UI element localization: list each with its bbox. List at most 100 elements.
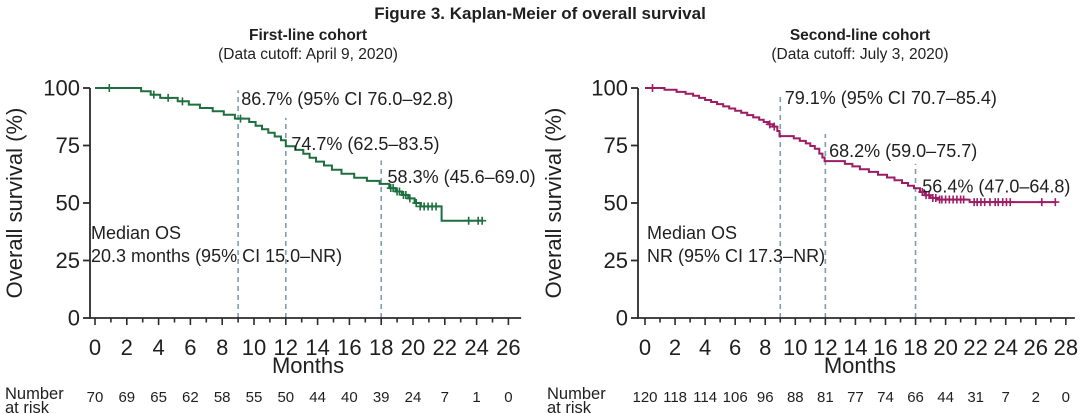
x-axis-label: Months bbox=[824, 353, 896, 378]
x-tick-label: 20 bbox=[401, 335, 425, 360]
y-tick-label: 50 bbox=[604, 191, 628, 216]
dashed-reference-lines bbox=[779, 96, 917, 318]
risk-count: 0 bbox=[1062, 389, 1070, 406]
x-axis-label: Months bbox=[272, 353, 344, 378]
panel-subtitle: (Data cutoff: July 3, 2020) bbox=[771, 46, 949, 63]
risk-count: 81 bbox=[817, 389, 834, 406]
censor-marks bbox=[105, 84, 487, 225]
risk-table-label: at risk bbox=[5, 399, 50, 414]
timepoint-annotations: 79.1% (95% CI 70.7–85.4) 68.2% (59.0–75.7… bbox=[785, 88, 1071, 197]
risk-count: 120 bbox=[632, 389, 657, 406]
x-tick-label: 14 bbox=[843, 335, 867, 360]
survival-annotation: 68.2% (59.0–75.7) bbox=[829, 141, 977, 161]
x-tick-label: 12 bbox=[813, 335, 837, 360]
y-tick-label: 0 bbox=[616, 306, 628, 331]
risk-count: 96 bbox=[757, 389, 774, 406]
x-tick-label: 0 bbox=[639, 335, 651, 360]
panel-title: Second-line cohort bbox=[789, 27, 931, 44]
risk-count: 7 bbox=[441, 389, 449, 406]
x-tick-label: 10 bbox=[242, 335, 266, 360]
panel-first-line-cohort: First-line cohort (Data cutoff: April 9,… bbox=[0, 24, 540, 414]
y-tick-label: 75 bbox=[604, 133, 628, 158]
x-tick-label: 24 bbox=[464, 335, 488, 360]
survival-annotation: 79.1% (95% CI 70.7–85.4) bbox=[785, 88, 997, 108]
x-tick-label: 26 bbox=[496, 335, 520, 360]
y-axis-label: Overall survival (%) bbox=[541, 108, 566, 299]
risk-count: 2 bbox=[1032, 389, 1040, 406]
censor-marks bbox=[648, 84, 1060, 207]
x-tick-label: 18 bbox=[369, 335, 393, 360]
y-tick-label: 100 bbox=[43, 76, 80, 101]
axis-labels: Overall survival (%) Months bbox=[2, 108, 344, 378]
survival-annotation: 86.7% (95% CI 76.0–92.8) bbox=[241, 89, 453, 109]
risk-count: 55 bbox=[246, 389, 263, 406]
x-tick-label: 18 bbox=[903, 335, 927, 360]
risk-count: 1 bbox=[472, 389, 480, 406]
risk-count: 106 bbox=[723, 389, 748, 406]
x-tick-label: 28 bbox=[1054, 335, 1078, 360]
risk-count: 50 bbox=[277, 389, 294, 406]
risk-count: 31 bbox=[967, 389, 984, 406]
risk-count: 62 bbox=[182, 389, 199, 406]
survival-annotation: 74.7% (62.5–83.5) bbox=[291, 134, 439, 154]
median-os-line: Median OS bbox=[91, 223, 181, 243]
x-tick-label: 22 bbox=[433, 335, 457, 360]
risk-table-label: at risk bbox=[547, 399, 592, 414]
risk-table-label: Number bbox=[5, 385, 64, 403]
y-tick-label: 50 bbox=[56, 191, 80, 216]
timepoint-annotations: 86.7% (95% CI 76.0–92.8) 74.7% (62.5–83.5… bbox=[241, 89, 535, 187]
x-tick-label: 22 bbox=[963, 335, 987, 360]
x-tick-label: 20 bbox=[933, 335, 957, 360]
risk-count: 58 bbox=[214, 389, 231, 406]
y-tick-label: 75 bbox=[56, 133, 80, 158]
dashed-reference-lines bbox=[237, 90, 383, 318]
risk-count: 77 bbox=[847, 389, 864, 406]
median-os-label: Median OS NR (95% CI 17.3–NR) bbox=[647, 223, 825, 266]
median-os-label: Median OS 20.3 months (95% CI 15.0–NR) bbox=[91, 223, 342, 266]
survival-annotation: 56.4% (47.0–64.8) bbox=[922, 177, 1070, 197]
risk-count: 7 bbox=[1002, 389, 1010, 406]
km-curve bbox=[645, 87, 1057, 204]
risk-count: 44 bbox=[937, 389, 954, 406]
x-tick-label: 16 bbox=[873, 335, 897, 360]
y-tick-label: 25 bbox=[56, 248, 80, 273]
x-tick-label: 14 bbox=[305, 335, 329, 360]
x-tick-label: 16 bbox=[337, 335, 361, 360]
x-tick-label: 8 bbox=[216, 335, 228, 360]
median-os-line: NR (95% CI 17.3–NR) bbox=[647, 246, 825, 266]
risk-count: 0 bbox=[504, 389, 512, 406]
panel-title: First-line cohort bbox=[249, 27, 367, 44]
x-tick-label: 24 bbox=[993, 335, 1017, 360]
y-tick-label: 100 bbox=[591, 76, 628, 101]
risk-count: 70 bbox=[87, 389, 104, 406]
x-tick-label: 2 bbox=[669, 335, 681, 360]
panel-header: First-line cohort (Data cutoff: April 9,… bbox=[95, 26, 521, 64]
panel-header: Second-line cohort (Data cutoff: July 3,… bbox=[645, 26, 1075, 64]
risk-count: 66 bbox=[907, 389, 924, 406]
x-tick-label: 2 bbox=[121, 335, 133, 360]
risk-count: 88 bbox=[787, 389, 804, 406]
risk-count: 24 bbox=[405, 389, 422, 406]
risk-count: 40 bbox=[341, 389, 358, 406]
panel-subtitle: (Data cutoff: April 9, 2020) bbox=[218, 46, 398, 63]
risk-table-label: Number bbox=[547, 385, 606, 403]
x-tick-label: 8 bbox=[759, 335, 771, 360]
x-tick-label: 10 bbox=[783, 335, 807, 360]
x-tick-label: 4 bbox=[699, 335, 711, 360]
figure-title: Figure 3. Kaplan-Meier of overall surviv… bbox=[374, 4, 706, 23]
risk-count: 65 bbox=[150, 389, 167, 406]
x-tick-label: 26 bbox=[1024, 335, 1048, 360]
panels-row: First-line cohort (Data cutoff: April 9,… bbox=[0, 24, 1080, 414]
risk-count: 69 bbox=[118, 389, 135, 406]
x-tick-label: 0 bbox=[89, 335, 101, 360]
y-axis-label: Overall survival (%) bbox=[2, 108, 27, 299]
x-tick-label: 12 bbox=[274, 335, 298, 360]
y-tick-label: 25 bbox=[604, 248, 628, 273]
